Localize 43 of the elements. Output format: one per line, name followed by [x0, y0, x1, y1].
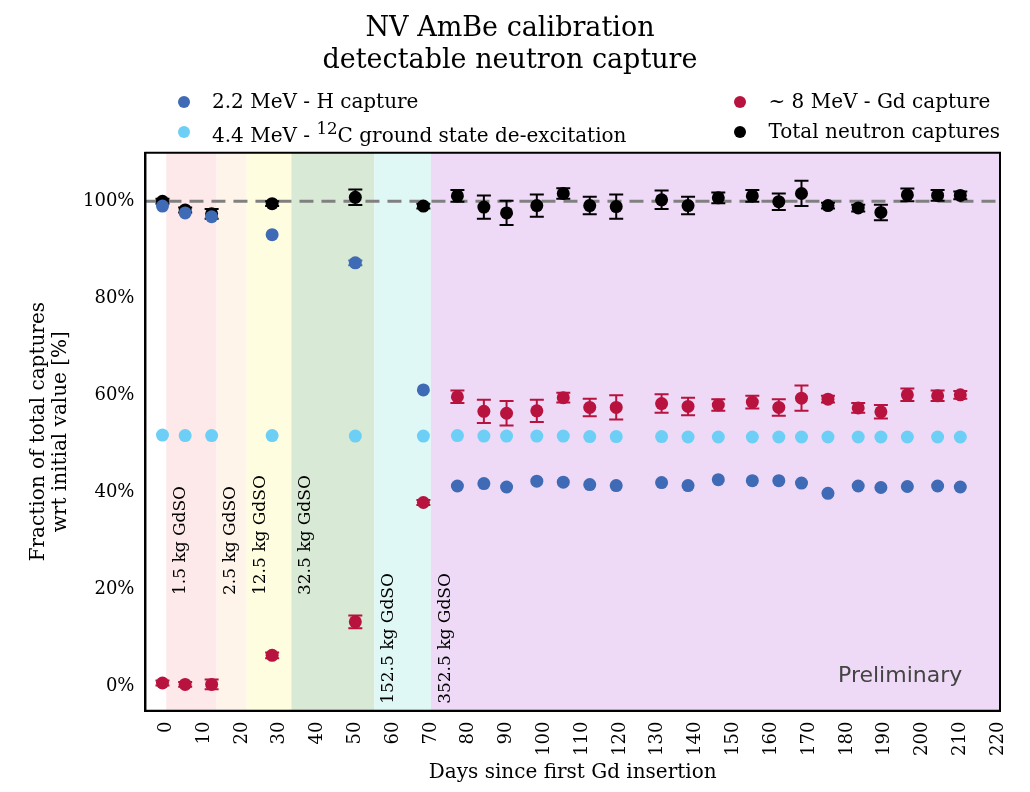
x-tick-label: 150: [721, 721, 743, 756]
band-label: 12.5 kg GdSO: [249, 475, 270, 596]
x-tick-label: 0: [153, 721, 175, 734]
x-tick-label: 10: [191, 721, 213, 745]
band-label: 1.5 kg GdSO: [169, 485, 190, 596]
x-tick-label: 200: [910, 721, 932, 756]
x-tick-label: 100: [532, 721, 554, 756]
x-tick-label: 110: [569, 721, 591, 756]
x-axis-title: Days since first Gd insertion: [428, 759, 717, 784]
y-tick-label: 80%: [94, 285, 135, 307]
x-tick-label: 70: [418, 721, 440, 745]
chart-title: NV AmBe calibration detectable neutron capture: [322, 10, 698, 74]
y-tick-label: 0%: [105, 674, 135, 696]
annotation: Preliminary: [838, 662, 963, 687]
x-tick-label: 30: [267, 721, 289, 745]
y-tick-label: 100%: [82, 188, 135, 210]
y-tick-label: 40%: [94, 480, 135, 501]
x-tick-label: 170: [796, 721, 818, 756]
x-tick-label: 50: [342, 721, 364, 745]
y-tick-label: 60%: [94, 382, 135, 404]
legend-label: 4.4 MeV - $^{12}$C ground state de-excitation: [212, 118, 627, 149]
band-label: 2.5 kg GdSO: [219, 485, 240, 596]
x-tick-label: 160: [758, 721, 780, 756]
x-tick-label: 40: [305, 721, 327, 745]
x-tick-label: 90: [494, 721, 516, 745]
x-tick-label: 190: [872, 721, 894, 756]
x-tick-label: 220: [985, 721, 1007, 756]
y-axis-title: Fraction of total captures wrt initial value [%]: [25, 301, 72, 562]
band-label: 152.5 kg GdSO: [377, 573, 398, 704]
x-tick-label: 60: [380, 721, 402, 745]
x-tick-label: 130: [645, 721, 667, 756]
x-tick-label: 80: [456, 721, 478, 745]
band-label: 352.5 kg GdSO: [433, 573, 454, 704]
legend-label: 2.2 MeV - H capture: [212, 88, 419, 115]
legend-label: Total neutron captures: [768, 118, 1000, 146]
x-tick-label: 120: [607, 721, 629, 756]
x-tick-label: 210: [947, 721, 969, 756]
y-tick-label: 20%: [94, 577, 135, 599]
x-tick-label: 140: [683, 721, 705, 756]
x-tick-label: 20: [229, 721, 251, 745]
legend-label: ~ 8 MeV - Gd capture: [768, 88, 991, 115]
x-tick-label: 180: [834, 721, 856, 756]
band-label: 32.5 kg GdSO: [294, 475, 315, 596]
